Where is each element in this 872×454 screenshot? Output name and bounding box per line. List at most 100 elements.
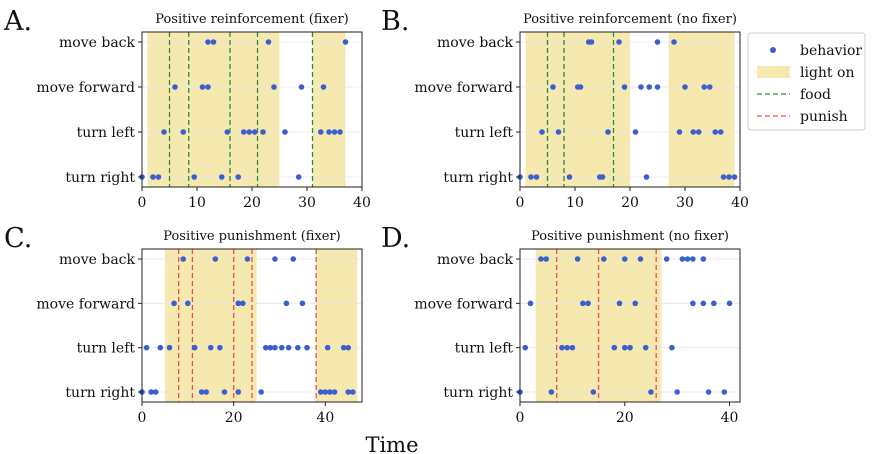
behavior-point [669, 344, 675, 351]
behavior-point [171, 300, 177, 307]
behavior-point [588, 39, 595, 45]
behavior-point [295, 174, 302, 180]
legend-patch-icon [757, 66, 790, 78]
behavior-point [690, 300, 696, 307]
behavior-point [711, 300, 717, 307]
behavior-point [638, 84, 644, 90]
light-on-span [668, 32, 735, 187]
y-tick-label: turn right [443, 385, 513, 401]
behavior-point [601, 256, 607, 262]
behavior-point [726, 174, 732, 180]
behavior-point [712, 129, 719, 135]
behavior-point [654, 84, 661, 90]
y-tick-label: turn right [65, 170, 135, 186]
behavior-point [642, 344, 649, 351]
y-tick-label: turn right [443, 170, 513, 186]
legend-dot-icon [770, 47, 776, 53]
behavior-point [299, 300, 306, 307]
behavior-point [304, 344, 310, 351]
behavior-point [555, 129, 562, 135]
behavior-point [282, 129, 288, 135]
behavior-point [235, 300, 242, 307]
x-tick-label: 30 [676, 195, 694, 211]
behavior-point [566, 174, 573, 180]
x-tick-label: 40 [721, 410, 739, 426]
behavior-point [627, 344, 633, 351]
light-on-span [164, 249, 257, 402]
x-tick-label: 40 [731, 195, 749, 211]
behavior-point [726, 300, 733, 307]
behavior-point [695, 129, 702, 135]
plot-frame [519, 248, 741, 403]
light-on-span [312, 32, 346, 187]
behavior-point [285, 344, 292, 351]
behavior-point [172, 84, 178, 90]
y-tick-label: move back [59, 35, 135, 51]
panel-letter: A. [3, 6, 32, 37]
behavior-point [148, 389, 154, 395]
behavior-point [191, 344, 198, 351]
behavior-point [676, 129, 683, 135]
behavior-point [317, 389, 324, 395]
behavior-point [298, 84, 305, 90]
legend-box [747, 32, 866, 131]
behavior-point [717, 129, 724, 135]
behavior-point [701, 84, 708, 90]
x-axis-label: Time [365, 433, 418, 454]
behavior-point [580, 300, 586, 307]
behavior-point [342, 39, 349, 45]
light-on-span [525, 32, 630, 187]
behavior-point [185, 300, 191, 307]
behavior-point [152, 389, 159, 395]
y-tick-label: turn left [77, 341, 136, 357]
behavior-point [632, 129, 639, 135]
y-tick-label: move forward [36, 296, 135, 312]
behavior-point [295, 344, 301, 351]
behavior-point [721, 389, 728, 395]
y-tick-label: turn right [65, 385, 135, 401]
behavior-point [731, 174, 738, 180]
y-tick-label: turn left [455, 125, 514, 141]
behavior-point [340, 344, 347, 351]
behavior-point [217, 344, 223, 351]
behavior-point [258, 389, 264, 395]
x-tick-label: 20 [616, 410, 634, 426]
behavior-point [543, 256, 549, 262]
y-tick-label: move back [437, 252, 513, 268]
behavior-point [235, 389, 242, 395]
behavior-point [246, 129, 253, 135]
behavior-point [632, 300, 639, 307]
panel-3: turn right turn left move forward move back… [4, 223, 363, 426]
y-tick-label: turn left [455, 341, 514, 357]
behavior-point [212, 256, 219, 262]
panel-1: turn right turn left move forward move back… [3, 6, 371, 211]
behavior-point [654, 39, 661, 45]
x-tick-label: 0 [138, 410, 147, 426]
behavior-point [267, 344, 274, 351]
panel-4: turn right turn left move forward move back… [381, 223, 741, 426]
panel-2: turn right turn left move forward move back… [381, 6, 749, 211]
behavior-point [648, 389, 654, 395]
behavior-point [621, 84, 628, 90]
behavior-point [569, 344, 576, 351]
plot-frame [141, 248, 363, 403]
behavior-point [522, 344, 529, 351]
behavior-point [240, 129, 247, 135]
behavior-point [590, 389, 597, 395]
x-tick-label: 20 [621, 195, 639, 211]
x-tick-label: 40 [353, 195, 371, 211]
behavior-point [218, 174, 225, 180]
x-tick-label: 0 [516, 195, 525, 211]
behavior-point [180, 256, 187, 262]
behavior-point [207, 344, 214, 351]
behavior-point [574, 256, 581, 262]
light-on-span [316, 249, 358, 402]
y-tick-label: move back [59, 252, 135, 268]
behavior-point [157, 344, 164, 351]
behavior-point [251, 129, 258, 135]
behavior-point [271, 84, 277, 90]
legend-label: punish [800, 109, 848, 125]
behavior-point [210, 39, 217, 45]
behavior-point [337, 129, 343, 135]
